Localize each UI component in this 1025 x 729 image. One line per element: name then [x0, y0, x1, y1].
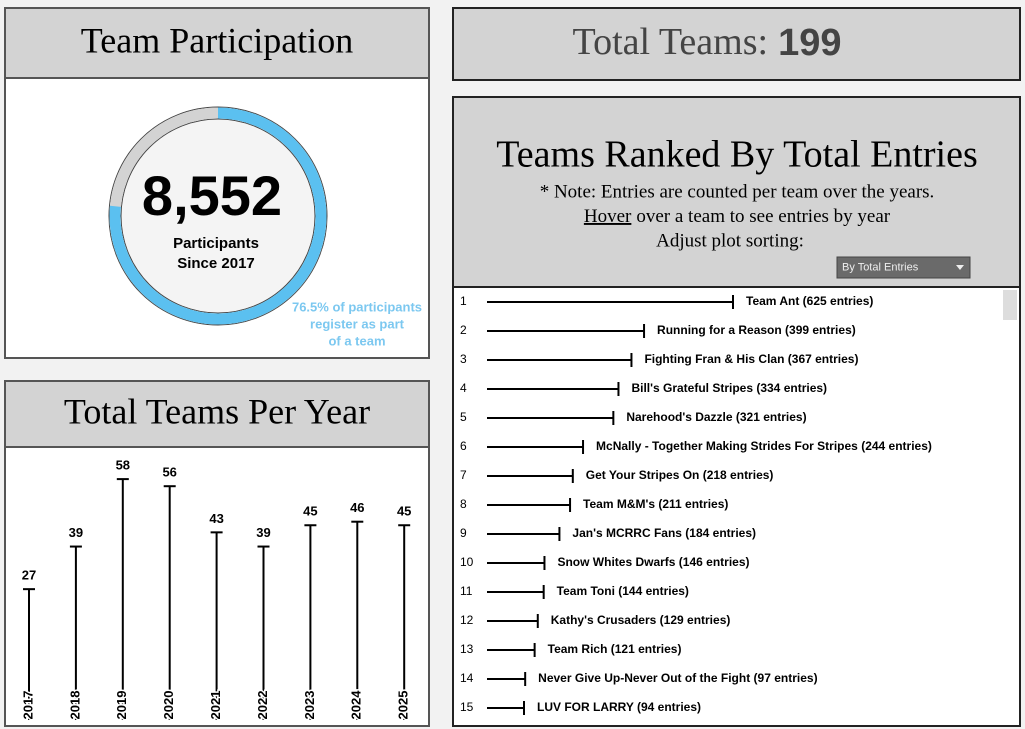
x-tick-label: 2017 — [20, 691, 35, 720]
donut-inner — [120, 118, 316, 314]
value-label: Team Rich (121 entries) — [548, 642, 682, 656]
rank: 9 — [460, 526, 467, 540]
value-label: Team M&M's (211 entries) — [583, 497, 728, 511]
value-label: Team Ant (625 entries) — [746, 294, 873, 308]
panel-header — [4, 380, 430, 448]
kpi-value: 199 — [778, 22, 841, 64]
annotation-line: 76.5% of participants — [292, 299, 422, 314]
lollipop-chart: 27 2017 39 2018 58 2019 56 2020 43 2021 39 2022 45 20… — [19, 458, 412, 721]
kpi-panel — [452, 7, 1021, 81]
hover-rest: over a team to see entries by year — [636, 206, 890, 227]
value-label: McNally - Together Making Strides For St… — [596, 439, 932, 453]
donut-caption: Since 2017 — [177, 255, 255, 272]
value-label: Bill's Grateful Stripes (334 entries) — [631, 381, 827, 395]
dropdown-box[interactable] — [836, 256, 971, 279]
sort-label: Adjust plot sorting: — [656, 230, 804, 251]
rank: 8 — [460, 497, 467, 511]
rank: 11 — [460, 584, 473, 598]
value-label: Team Toni (144 entries) — [557, 584, 689, 598]
value-label: 58 — [116, 458, 130, 473]
rank: 1 — [460, 294, 467, 308]
rank: 2 — [460, 323, 467, 337]
rank: 7 — [460, 468, 467, 482]
kpi: Total Teams: 199 — [573, 21, 842, 64]
kpi-label: Total Teams: — [573, 21, 769, 63]
x-tick-label: 2022 — [255, 691, 270, 720]
ranked-chart: 1 Team Ant (625 entries) 2 Running for a Re… — [460, 294, 932, 715]
rank: 4 — [460, 381, 467, 395]
annotation: 76.5% of participants register as part o… — [292, 299, 422, 348]
scrollbar-thumb[interactable] — [1003, 290, 1017, 320]
hover-word: Hover — [584, 206, 632, 227]
value-label: 46 — [350, 500, 364, 515]
donut-arc — [109, 107, 327, 325]
panel-title: Teams Ranked By Total Entries — [496, 134, 978, 176]
value-label: Narehood's Dazzle (321 entries) — [626, 410, 806, 424]
x-tick-label: 2024 — [349, 690, 364, 720]
annotation-line: register as part — [310, 316, 405, 331]
x-tick-label: 2020 — [161, 691, 176, 720]
x-tick-label: 2019 — [114, 691, 129, 720]
annotation-line: of a team — [328, 333, 385, 348]
panel-title: Total Teams Per Year — [64, 391, 370, 431]
rank: 15 — [460, 700, 474, 714]
value-label: Get Your Stripes On (218 entries) — [586, 468, 774, 482]
donut-outline — [108, 106, 328, 326]
value-label: Never Give Up-Never Out of the Fight (97… — [538, 671, 817, 685]
donut-center-value: 8,552 — [142, 164, 282, 227]
value-label: Jan's MCRRC Fans (184 entries) — [572, 526, 756, 540]
value-label: 45 — [397, 504, 411, 519]
value-label: Running for a Reason (399 entries) — [657, 323, 856, 337]
value-label: 56 — [162, 465, 176, 480]
dropdown-arrow[interactable] — [956, 265, 964, 270]
value-label: 39 — [256, 525, 270, 540]
rank: 13 — [460, 642, 474, 656]
panel-title: Team Participation — [81, 20, 353, 60]
x-tick-label: 2018 — [67, 691, 82, 720]
rank: 3 — [460, 352, 467, 366]
dropdown-value[interactable]: By Total Entries — [842, 261, 919, 273]
rank: 12 — [460, 613, 474, 627]
x-tick-label: 2023 — [302, 691, 317, 720]
value-label: Fighting Fran & His Clan (367 entries) — [644, 352, 858, 366]
value-label: Snow Whites Dwarfs (146 entries) — [557, 555, 749, 569]
rank: 6 — [460, 439, 467, 453]
rank: 14 — [460, 671, 474, 685]
rank: 10 — [460, 555, 474, 569]
value-label: 45 — [303, 504, 317, 519]
rank: 5 — [460, 410, 467, 424]
x-tick-label: 2025 — [396, 691, 411, 720]
hover-hint: Hover over a team to see entries by year — [584, 206, 891, 227]
x-tick-label: 2021 — [208, 691, 223, 720]
value-label: 43 — [209, 511, 223, 526]
sort-dropdown[interactable]: By Total Entries — [836, 256, 971, 279]
value-label: LUV FOR LARRY (94 entries) — [537, 700, 701, 714]
value-label: 39 — [69, 525, 83, 540]
panel-header — [4, 7, 430, 79]
value-label: Kathy's Crusaders (129 entries) — [551, 613, 731, 627]
donut-caption: Participants — [173, 235, 259, 252]
value-label: 27 — [22, 568, 36, 583]
note: * Note: Entries are counted per team ove… — [540, 181, 935, 202]
panel-header — [452, 96, 1021, 288]
